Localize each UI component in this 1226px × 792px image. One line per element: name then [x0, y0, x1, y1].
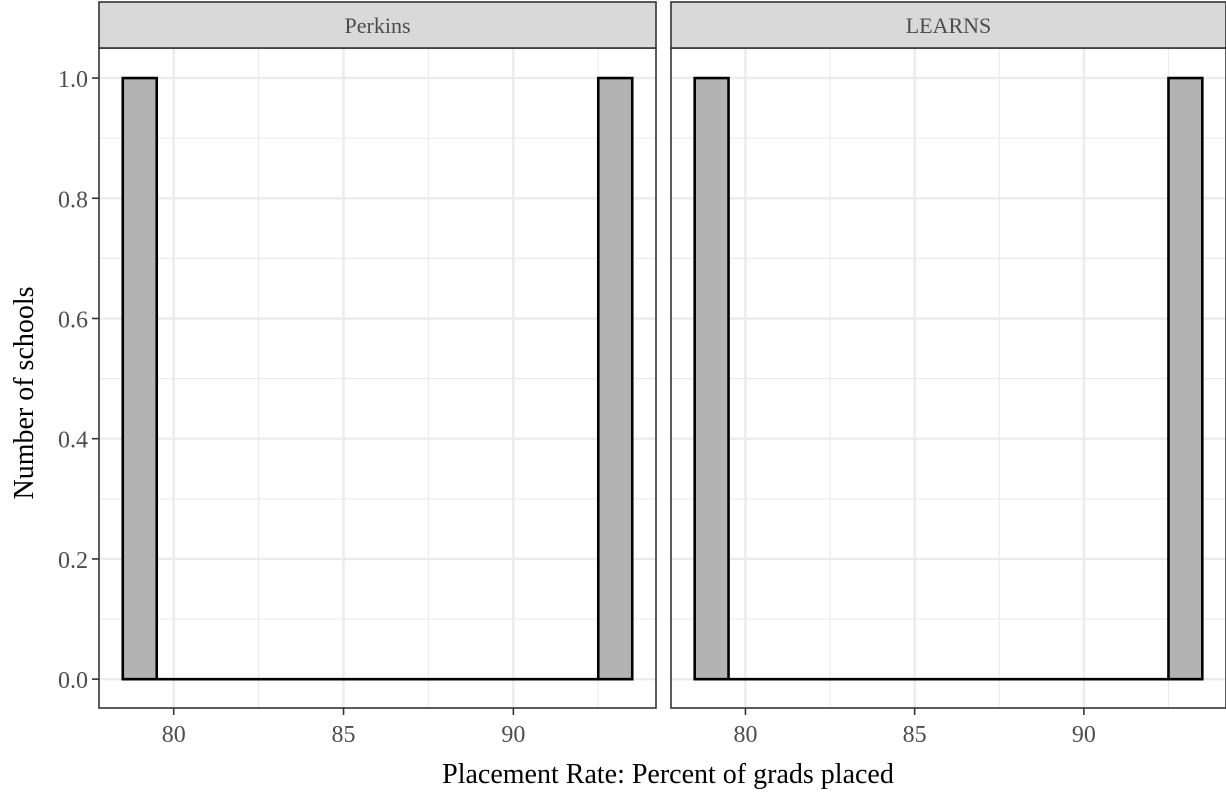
y-tick-label: 0.2	[58, 548, 88, 574]
panel-background	[99, 48, 656, 708]
facet-panel-2: LEARNS 80 85 90	[670, 1, 1226, 748]
x-tick-label: 80	[733, 722, 757, 748]
y-tick-label: 1.0	[58, 67, 88, 93]
y-axis-title: Number of schools	[9, 286, 40, 499]
facet-strip-label: LEARNS	[906, 13, 992, 38]
x-tick-label: 80	[162, 722, 186, 748]
facet-panel-1: Perkins 80 85 90	[98, 1, 657, 748]
y-tick-label: 0.8	[58, 187, 88, 213]
histogram-bar-1	[121, 76, 159, 681]
histogram-bar-2	[596, 76, 634, 681]
x-axis-title: Placement Rate: Percent of grads placed	[442, 759, 894, 790]
panel-background	[671, 48, 1226, 708]
x-tick-label: 85	[903, 722, 927, 748]
y-tick-label: 0.4	[58, 428, 88, 454]
x-tick-label: 85	[332, 722, 356, 748]
x-tick-label: 90	[501, 722, 525, 748]
histogram-bar-1	[693, 76, 730, 681]
histogram-bar-2	[1167, 76, 1204, 681]
facet-strip	[98, 1, 657, 49]
y-tick-label: 0.6	[58, 307, 88, 333]
facet-strip	[670, 1, 1226, 49]
facet-strip-label: Perkins	[345, 13, 411, 38]
x-tick-label: 90	[1072, 722, 1096, 748]
y-tick-label: 0.0	[58, 668, 88, 694]
